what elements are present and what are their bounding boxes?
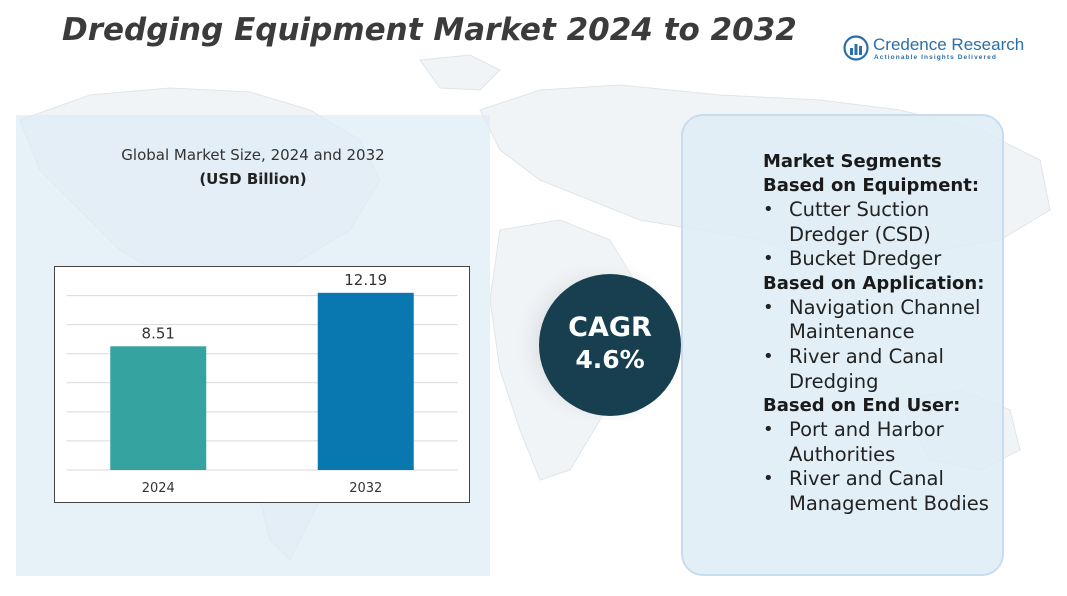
segment-item: Port and Harbor Authorities [763,418,1013,467]
tick-label-2032: 2032 [349,481,382,496]
cagr-label: CAGR [568,312,652,343]
segment-item: Bucket Dredger [763,247,1013,272]
cagr-badge [513,259,681,420]
brand-name: Credence Research [873,35,1025,54]
segments-heading: Market Segments [763,151,942,172]
cagr-value: 4.6% [575,345,645,374]
bar-2032 [317,292,414,470]
chart-panel: Global Market Size, 2024 and 2032 (USD B… [16,115,490,576]
brand-tagline: Actionable Insights Delivered [874,54,997,61]
bar-2024 [110,346,207,470]
data-label-2032: 12.19 [344,271,387,289]
chart-title: Global Market Size, 2024 and 2032 [121,146,385,164]
segment-group-equipment: Based on Equipment: [763,175,980,196]
bar-chart: 8.51 2024 12.19 2032 [54,266,470,503]
segment-group-end-user: Based on End User: [763,395,961,417]
segment-list-equipment: Cutter Suction Dredger (CSD) Bucket Dred… [763,198,1013,272]
segment-item: Navigation Channel Maintenance [763,296,1013,345]
segment-list-application: Navigation Channel Maintenance River and… [763,296,1013,394]
tick-label-2024: 2024 [142,481,175,496]
market-segments: Market Segments Based on Equipment: Cutt… [763,150,1013,517]
page-title: Dredging Equipment Market 2024 to 2032 [62,12,797,48]
data-label-2024: 8.51 [142,324,175,342]
cagr-text: CAGR 4.6% [541,312,679,376]
segment-item: River and Canal Dredging [763,345,1013,394]
chart-bars: 8.51 2024 12.19 2032 [110,271,414,496]
bar-chart-circle-icon [843,35,869,61]
segment-item: Cutter Suction Dredger (CSD) [763,198,1013,247]
brand-logo[interactable]: Credence Research Actionable Insights De… [843,33,1033,69]
segment-list-end-user: Port and Harbor Authorities River and Ca… [763,418,1013,516]
segment-group-application: Based on Application: [763,272,985,294]
cagr-circle [539,274,681,416]
chart-unit: (USD Billion) [199,170,307,188]
segment-item: River and Canal Management Bodies [763,467,1013,516]
